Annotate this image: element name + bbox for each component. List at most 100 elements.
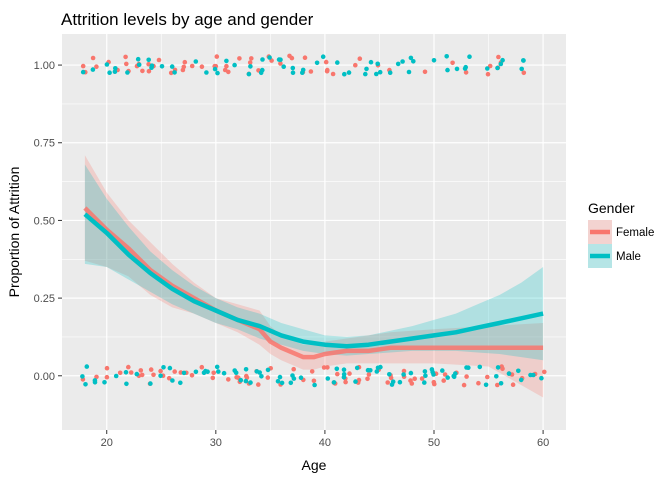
point-female xyxy=(104,374,110,380)
point-male xyxy=(260,57,265,62)
y-tick-label: 0.00 xyxy=(34,371,55,383)
point-male xyxy=(353,379,358,384)
point-male xyxy=(167,365,173,371)
point-male xyxy=(341,367,347,373)
point-male xyxy=(212,66,218,72)
point-male xyxy=(221,370,227,376)
point-male xyxy=(243,367,249,372)
point-female xyxy=(321,365,327,370)
point-male xyxy=(84,364,90,369)
point-male xyxy=(238,377,244,383)
point-female xyxy=(126,364,131,370)
point-female xyxy=(265,375,271,380)
point-female xyxy=(485,374,490,380)
point-female xyxy=(335,371,340,377)
point-male xyxy=(408,55,414,61)
point-male xyxy=(314,60,320,66)
x-tick-label: 30 xyxy=(210,437,222,449)
x-tick-label: 60 xyxy=(537,437,549,449)
legend: Gender Female Male xyxy=(588,200,654,268)
point-male xyxy=(312,382,317,388)
point-female xyxy=(495,382,500,388)
point-male xyxy=(149,63,155,68)
point-female xyxy=(128,370,134,375)
point-male xyxy=(204,70,209,75)
point-male xyxy=(113,66,118,71)
point-female xyxy=(168,70,174,76)
point-female xyxy=(408,378,413,383)
point-male xyxy=(387,372,392,377)
point-male xyxy=(395,61,401,67)
point-male xyxy=(346,70,352,75)
point-male xyxy=(408,370,414,376)
point-female xyxy=(138,368,144,373)
point-male xyxy=(107,70,112,75)
point-female xyxy=(123,54,128,60)
point-female xyxy=(158,368,163,374)
point-male xyxy=(248,380,253,385)
point-female xyxy=(189,63,195,69)
point-male xyxy=(342,71,347,77)
point-female xyxy=(146,68,152,74)
point-female xyxy=(80,63,86,69)
point-male xyxy=(170,378,175,383)
point-female xyxy=(237,56,242,61)
point-female xyxy=(117,370,123,376)
point-male xyxy=(320,54,326,59)
point-male xyxy=(451,373,457,379)
point-male xyxy=(397,379,403,385)
point-female xyxy=(365,376,370,382)
point-female xyxy=(309,369,315,374)
point-male xyxy=(260,67,265,73)
point-male xyxy=(90,67,96,72)
point-male xyxy=(215,70,220,76)
point-male xyxy=(387,70,393,75)
point-male xyxy=(377,69,383,75)
point-female xyxy=(199,64,205,69)
point-male xyxy=(300,67,306,73)
point-male xyxy=(267,55,272,60)
point-male xyxy=(92,378,98,383)
point-female xyxy=(156,57,162,63)
point-female xyxy=(226,69,231,75)
point-female xyxy=(302,55,308,60)
point-female xyxy=(181,64,187,70)
point-male xyxy=(123,370,129,375)
plot-panel xyxy=(62,34,566,430)
point-female xyxy=(166,375,172,381)
point-male xyxy=(400,59,405,64)
point-female xyxy=(464,374,469,379)
point-male xyxy=(445,67,450,73)
point-male xyxy=(159,64,165,69)
x-axis-label: Age xyxy=(302,457,327,473)
point-male xyxy=(276,57,282,62)
point-male xyxy=(80,69,86,75)
point-female xyxy=(463,70,469,75)
point-male xyxy=(281,64,287,69)
point-male xyxy=(298,375,304,381)
point-female xyxy=(211,370,216,376)
point-female xyxy=(224,63,229,69)
point-male xyxy=(181,370,187,376)
point-male xyxy=(335,60,340,65)
point-male xyxy=(477,364,483,370)
point-male xyxy=(341,372,347,377)
point-male xyxy=(146,57,151,63)
point-male xyxy=(125,70,130,75)
point-female xyxy=(289,55,295,61)
point-male xyxy=(136,62,142,68)
point-male xyxy=(518,377,524,383)
point-female xyxy=(189,373,195,378)
point-male xyxy=(364,66,369,72)
point-male xyxy=(495,65,500,71)
point-male xyxy=(290,70,296,75)
point-female xyxy=(450,60,455,66)
point-male xyxy=(169,64,175,69)
point-male xyxy=(135,56,141,62)
point-male xyxy=(102,380,107,385)
point-male xyxy=(291,376,297,381)
point-male xyxy=(506,371,512,376)
point-female xyxy=(330,71,336,77)
point-female xyxy=(353,62,358,68)
